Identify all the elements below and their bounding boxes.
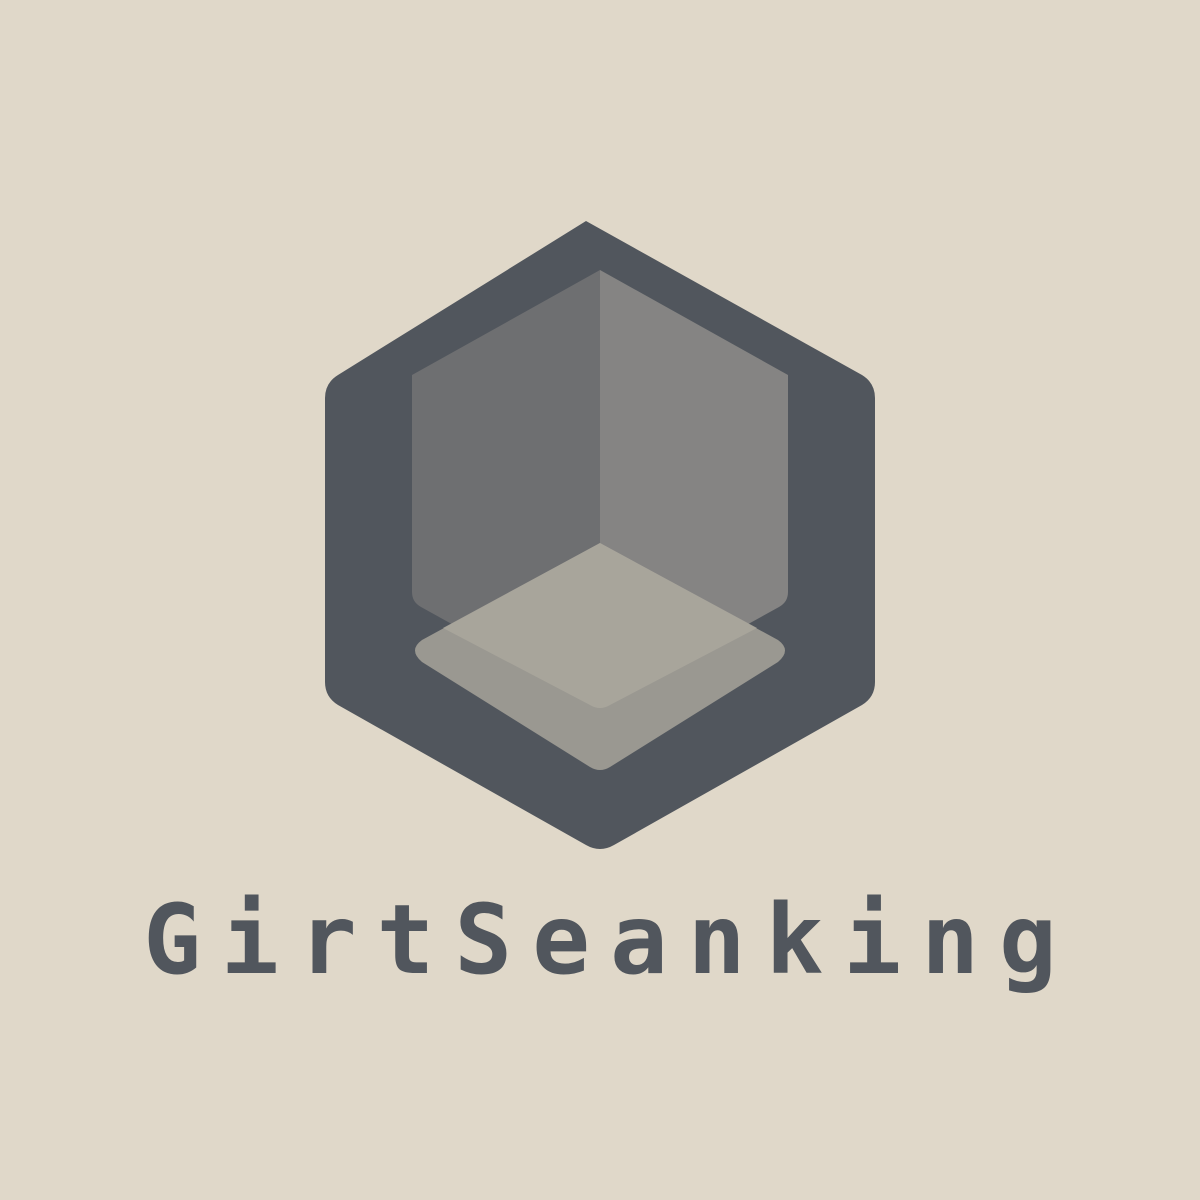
cube-floor — [443, 543, 757, 708]
brand-name: GirtSeanking — [143, 884, 1077, 996]
wordmark: GirtSeanking — [0, 880, 1200, 1000]
